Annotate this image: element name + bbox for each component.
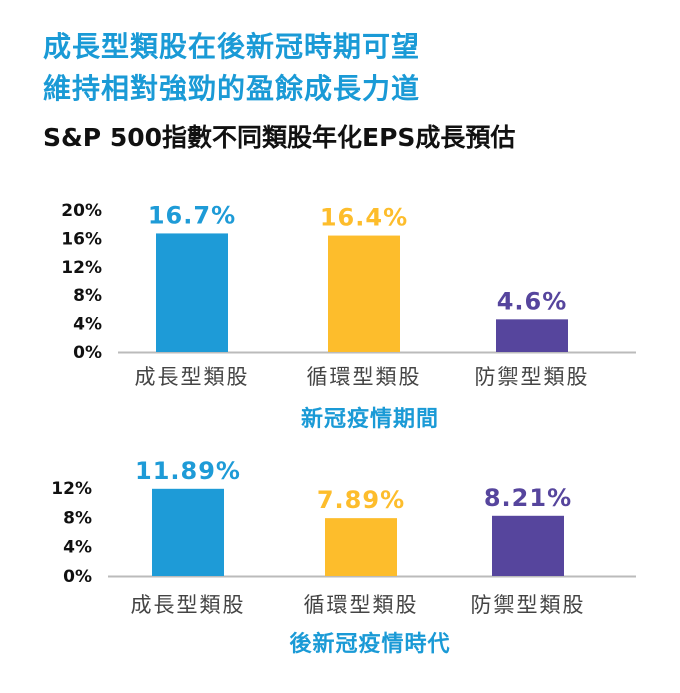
chart-1-ytick-label: 16% bbox=[61, 229, 102, 249]
chart-2-category-label-cyclical: 循環型類股 bbox=[304, 593, 419, 617]
chart-1-value-label-cyclical: 16.4% bbox=[320, 204, 408, 232]
chart-2-value-label-growth: 11.89% bbox=[135, 457, 241, 485]
chart-2-ytick-label: 4% bbox=[63, 538, 92, 558]
chart-2-category-label-growth: 成長型類股 bbox=[131, 593, 246, 617]
chart-2-ytick-label: 12% bbox=[51, 479, 92, 499]
chart-1-category-label-growth: 成長型類股 bbox=[135, 365, 250, 389]
chart-2-ytick-label: 0% bbox=[63, 567, 92, 587]
headline-line-1: 成長型類股在後新冠時期可望 bbox=[43, 30, 421, 63]
chart-1-ytick-label: 8% bbox=[73, 286, 102, 306]
chart-1-bar-defensive bbox=[496, 319, 568, 352]
chart-1-bar-growth bbox=[156, 233, 228, 352]
chart-1-ytick-label: 12% bbox=[61, 258, 102, 278]
chart-2-category-label-defensive: 防禦型類股 bbox=[471, 593, 586, 617]
chart-1-category-label-cyclical: 循環型類股 bbox=[307, 365, 422, 389]
chart-2-ytick-label: 8% bbox=[63, 508, 92, 528]
chart-1-ytick-label: 20% bbox=[61, 201, 102, 221]
chart-1-category-label-defensive: 防禦型類股 bbox=[475, 365, 590, 389]
chart-1-ytick-label: 0% bbox=[73, 343, 102, 363]
chart-2-period-title: 後新冠疫情時代 bbox=[289, 631, 450, 657]
chart-2-bar-defensive bbox=[492, 515, 564, 576]
chart-2-value-label-cyclical: 7.89% bbox=[317, 486, 405, 514]
chart-1-ytick-label: 4% bbox=[73, 315, 102, 335]
chart-2-value-label-defensive: 8.21% bbox=[484, 484, 572, 512]
chart-subtitle: S&P 500指數不同類股年化EPS成長預估 bbox=[43, 123, 516, 152]
headline-line-2: 維持相對強勁的盈餘成長力道 bbox=[43, 72, 421, 105]
chart-1-value-label-defensive: 4.6% bbox=[497, 287, 568, 315]
chart-2-bar-cyclical bbox=[325, 518, 397, 576]
chart-2-bar-growth bbox=[152, 488, 224, 576]
chart-1-value-label-growth: 16.7% bbox=[148, 201, 236, 229]
chart-1-bar-cyclical bbox=[328, 235, 400, 352]
chart-1-period-title: 新冠疫情期間 bbox=[301, 406, 439, 432]
